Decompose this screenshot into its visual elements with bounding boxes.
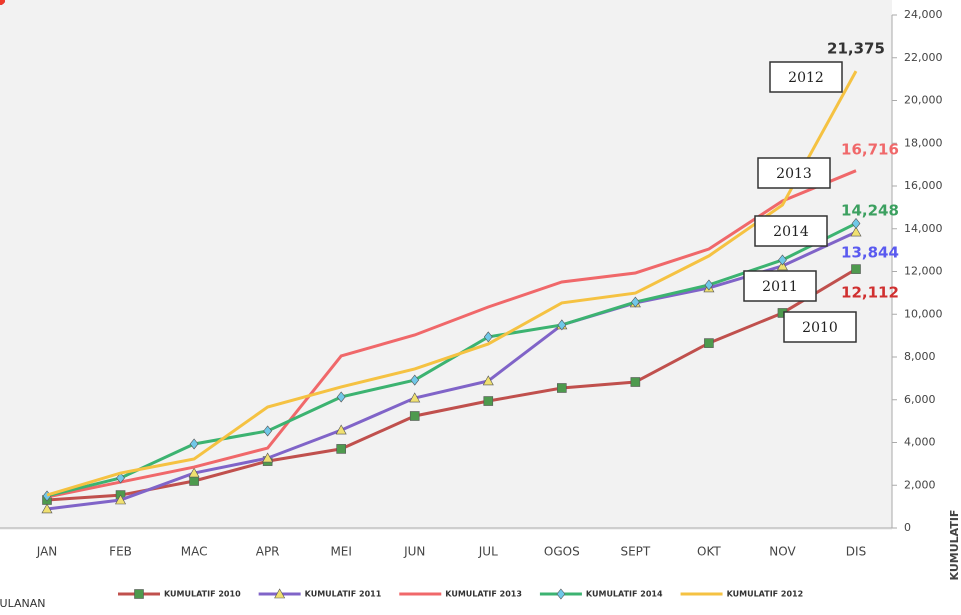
value-label: 12,112 xyxy=(841,284,899,302)
marker xyxy=(778,254,787,266)
marker xyxy=(335,424,347,435)
marker xyxy=(851,217,861,229)
marker xyxy=(630,296,640,308)
annotation-box xyxy=(754,215,828,247)
legend-marker xyxy=(556,588,566,600)
marker xyxy=(850,226,862,237)
annotation-box xyxy=(783,311,857,343)
series-line xyxy=(46,169,857,499)
marker xyxy=(409,392,421,403)
marker xyxy=(189,438,199,450)
annotation-box xyxy=(743,270,817,302)
marker xyxy=(41,503,53,514)
legend-marker xyxy=(274,588,286,599)
x-tick-label: NOV xyxy=(769,545,796,559)
marker xyxy=(776,260,788,271)
y-axis-label: KUMULATIF xyxy=(948,510,961,581)
x-axis-label: BULANAN xyxy=(0,597,46,610)
value-label: 21,375 xyxy=(827,40,885,58)
series-line xyxy=(46,70,858,497)
legend-label: KUMULATIF 2013 xyxy=(445,590,522,599)
annotation: 2012 xyxy=(788,70,824,86)
annotation: 2013 xyxy=(776,166,812,182)
marker xyxy=(410,374,420,386)
marker xyxy=(704,279,714,291)
marker xyxy=(851,264,861,274)
marker xyxy=(557,319,567,331)
marker xyxy=(263,425,273,437)
legend-label: KUMULATIF 2011 xyxy=(305,590,382,599)
marker xyxy=(409,411,420,421)
marker xyxy=(336,444,346,454)
annotation-box xyxy=(757,157,831,189)
y-tick-label: 6,000 xyxy=(904,393,936,406)
x-tick-label: APR xyxy=(256,545,280,559)
y-tick-label: 2,000 xyxy=(904,478,936,491)
legend-marker xyxy=(0,0,5,5)
x-tick-label: OGOS xyxy=(544,545,580,559)
marker xyxy=(188,467,200,478)
marker xyxy=(116,472,125,484)
value-label: 16,716 xyxy=(841,141,899,159)
y-tick-label: 22,000 xyxy=(904,51,943,64)
value-label: 14,248 xyxy=(841,202,899,220)
series-line xyxy=(46,267,857,502)
marker xyxy=(483,396,494,406)
marker xyxy=(557,383,567,393)
marker xyxy=(336,391,346,403)
value-label: 13,844 xyxy=(841,244,899,262)
y-tick-label: 20,000 xyxy=(904,94,943,107)
marker xyxy=(482,375,494,386)
x-tick-label: JUL xyxy=(478,545,498,559)
plot-area xyxy=(0,0,892,530)
legend-label: KUMULATIF 2010 xyxy=(164,590,241,599)
x-tick-label: SEPT xyxy=(620,545,650,559)
y-tick-label: 14,000 xyxy=(904,222,943,235)
x-tick-label: MEI xyxy=(330,545,351,559)
y-tick-label: 8,000 xyxy=(904,350,936,363)
x-tick-label: JUN xyxy=(403,545,425,559)
y-tick-label: 10,000 xyxy=(904,307,943,320)
marker xyxy=(630,377,641,387)
marker xyxy=(704,338,714,348)
x-tick-label: FEB xyxy=(109,545,132,559)
marker xyxy=(115,494,127,505)
y-tick-label: 12,000 xyxy=(904,265,943,278)
marker xyxy=(483,331,493,343)
y-tick-label: 4,000 xyxy=(904,436,936,449)
y-tick-label: 24,000 xyxy=(904,8,943,21)
y-tick-label: 16,000 xyxy=(904,179,943,192)
legend-label: KUMULATIF 2014 xyxy=(586,590,663,599)
annotation: 2014 xyxy=(773,224,809,240)
annotation-box xyxy=(769,61,843,93)
y-tick-label: 0 xyxy=(904,521,911,534)
marker xyxy=(189,476,199,486)
annotation: 2011 xyxy=(762,279,798,295)
legend-marker xyxy=(134,589,144,599)
x-tick-label: DIS xyxy=(846,545,866,559)
x-tick-label: OKT xyxy=(697,545,721,559)
x-tick-label: JAN xyxy=(36,545,58,559)
series-line xyxy=(46,230,857,511)
series-line xyxy=(46,222,857,498)
legend-label: KUMULATIF 2012 xyxy=(727,590,804,599)
marker xyxy=(262,452,274,463)
x-tick-label: MAC xyxy=(181,545,208,559)
y-tick-label: 18,000 xyxy=(904,136,943,149)
annotation: 2010 xyxy=(802,320,838,336)
